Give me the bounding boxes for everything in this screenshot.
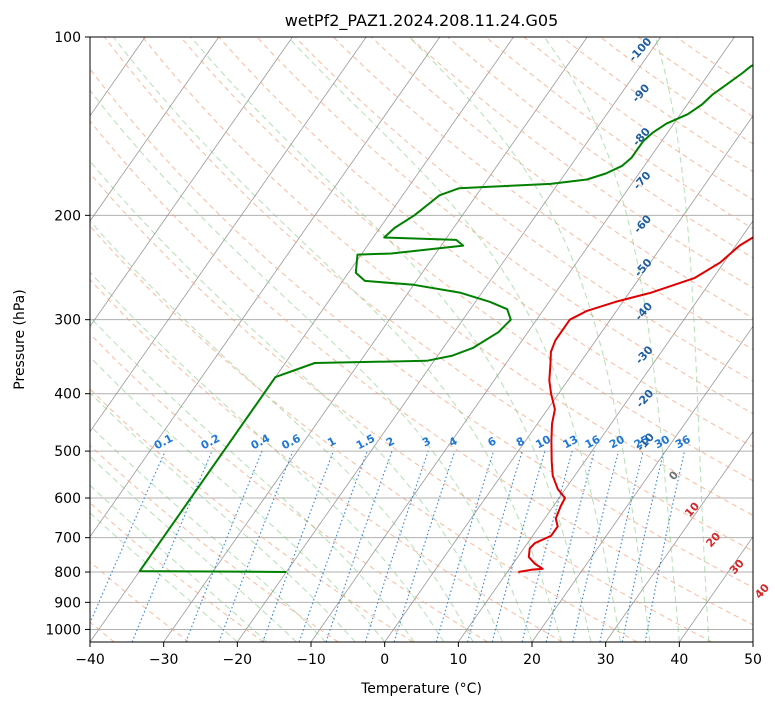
mixing-ratio-line (599, 450, 644, 642)
x-axis-ticks: −40 −30 −20 −10 0 10 20 30 40 50 (75, 642, 762, 668)
profile-series (138, 64, 753, 573)
dry-adiabat-line (180, 37, 753, 482)
dry-adiabat-line (370, 37, 753, 319)
x-tick-label: −10 (296, 652, 326, 668)
dry-adiabat-line (90, 120, 753, 626)
moist-adiabat-line (90, 484, 268, 642)
dry-adiabat-line (90, 333, 488, 642)
y-tick-label: 800 (54, 565, 81, 581)
y-tick-label: 200 (54, 208, 81, 224)
isotherm-line (163, 37, 588, 642)
y-tick-label: 600 (54, 491, 81, 507)
mixing-ratio-label: 20 (607, 433, 627, 452)
mixing-ratio-line (364, 450, 429, 642)
moist-adiabat-line (90, 271, 445, 642)
x-tick-label: 20 (523, 652, 541, 668)
x-tick-label: 30 (597, 652, 615, 668)
mixing-ratio-line (521, 450, 573, 642)
moist-adiabat-line (90, 89, 533, 642)
x-tick-label: −30 (149, 652, 179, 668)
mixing-ratio-line (131, 450, 213, 642)
moist-adiabat-line (543, 37, 680, 642)
moist-adiabat-line (90, 455, 297, 642)
isotherm-line (457, 220, 753, 642)
plot-frame (89, 36, 754, 643)
mixing-ratio-line (393, 450, 456, 642)
isotherm-line (384, 115, 753, 642)
dewpoint-line (138, 64, 753, 573)
mixing-ratio-line (466, 450, 523, 642)
dry-adiabat-line (142, 37, 753, 517)
moist-adiabat-line (90, 220, 474, 642)
mixing-ratio-label: 30 (652, 433, 672, 452)
x-tick-label: 10 (449, 652, 467, 668)
y-tick-label: 400 (54, 387, 81, 403)
moist-adiabat-line (113, 37, 562, 642)
moist-adiabat-line (654, 37, 710, 642)
x-tick-label: 0 (380, 652, 389, 668)
y-tick-label: 900 (54, 595, 81, 611)
x-tick-label: −40 (75, 652, 105, 668)
moist-adiabat-line (408, 37, 651, 642)
y-tick-label: 700 (54, 531, 81, 547)
y-tick-label: 100 (54, 30, 81, 46)
dry-adiabat-line (90, 68, 753, 589)
moist-adiabat-line (190, 37, 592, 642)
mixing-ratio-line (572, 450, 620, 642)
mixing-ratio-label: 10 (533, 433, 553, 452)
y-tick-label: 300 (54, 313, 81, 329)
dry-adiabat-line (599, 37, 753, 145)
mixing-ratio-line (325, 450, 393, 642)
moist-adiabat-line (90, 356, 386, 642)
chart-title: wetPf2_PAZ1.2024.208.11.24.G05 (285, 11, 559, 31)
isotherm-line (90, 37, 220, 222)
moist-adiabat-line (287, 37, 621, 642)
dry-adiabat-line (90, 502, 264, 642)
isotherm-line (90, 37, 293, 327)
dry-adiabat-line (294, 37, 753, 382)
dry-adiabat-line (409, 37, 753, 289)
x-axis-label: Temperature (°C) (360, 681, 482, 697)
x-tick-label: 40 (670, 652, 688, 668)
background-curves (90, 37, 753, 642)
mixing-ratio-line (298, 450, 368, 642)
moist-adiabat-line (90, 425, 327, 642)
isotherm-line (90, 37, 367, 433)
temperature-line (518, 236, 753, 573)
mixing-ratio-label: 13 (561, 433, 581, 452)
y-axis-label: Pressure (hPa) (12, 289, 28, 389)
moist-adiabat-line (90, 160, 503, 642)
mixing-ratio-line (545, 450, 595, 642)
dry-adiabat-line (256, 37, 753, 415)
moist-adiabat-line (90, 392, 356, 642)
dry-adiabat-line (561, 37, 753, 173)
mixing-ratio-label: 16 (583, 433, 603, 452)
dry-adiabat-line (218, 37, 753, 448)
isotherm-line (605, 430, 753, 642)
isotherm-line (678, 536, 753, 642)
y-tick-label: 500 (54, 444, 81, 460)
dry-adiabat-line (104, 37, 753, 552)
y-tick-label: 1000 (45, 622, 81, 638)
moist-adiabat-line (90, 512, 238, 642)
mixing-ratio-line (435, 450, 495, 642)
mixing-ratio-line (491, 450, 546, 642)
mixing-ratio-label: 25 (632, 433, 652, 452)
x-tick-label: 50 (744, 652, 762, 668)
isotherm-line (236, 37, 662, 642)
mixing-ratio-label: 36 (673, 433, 693, 452)
dry-adiabat-line (90, 278, 563, 642)
mixing-ratio-line (621, 450, 665, 642)
dry-adiabat-line (447, 37, 753, 259)
isotherm-line (90, 37, 441, 538)
isotherm-line (531, 325, 753, 642)
y-axis-ticks: 100 200 300 400 500 600 700 800 900 1000 (45, 30, 90, 638)
moist-adiabat-line (90, 316, 415, 642)
mixing-ratio-line (644, 450, 686, 642)
x-tick-label: −20 (223, 652, 253, 668)
